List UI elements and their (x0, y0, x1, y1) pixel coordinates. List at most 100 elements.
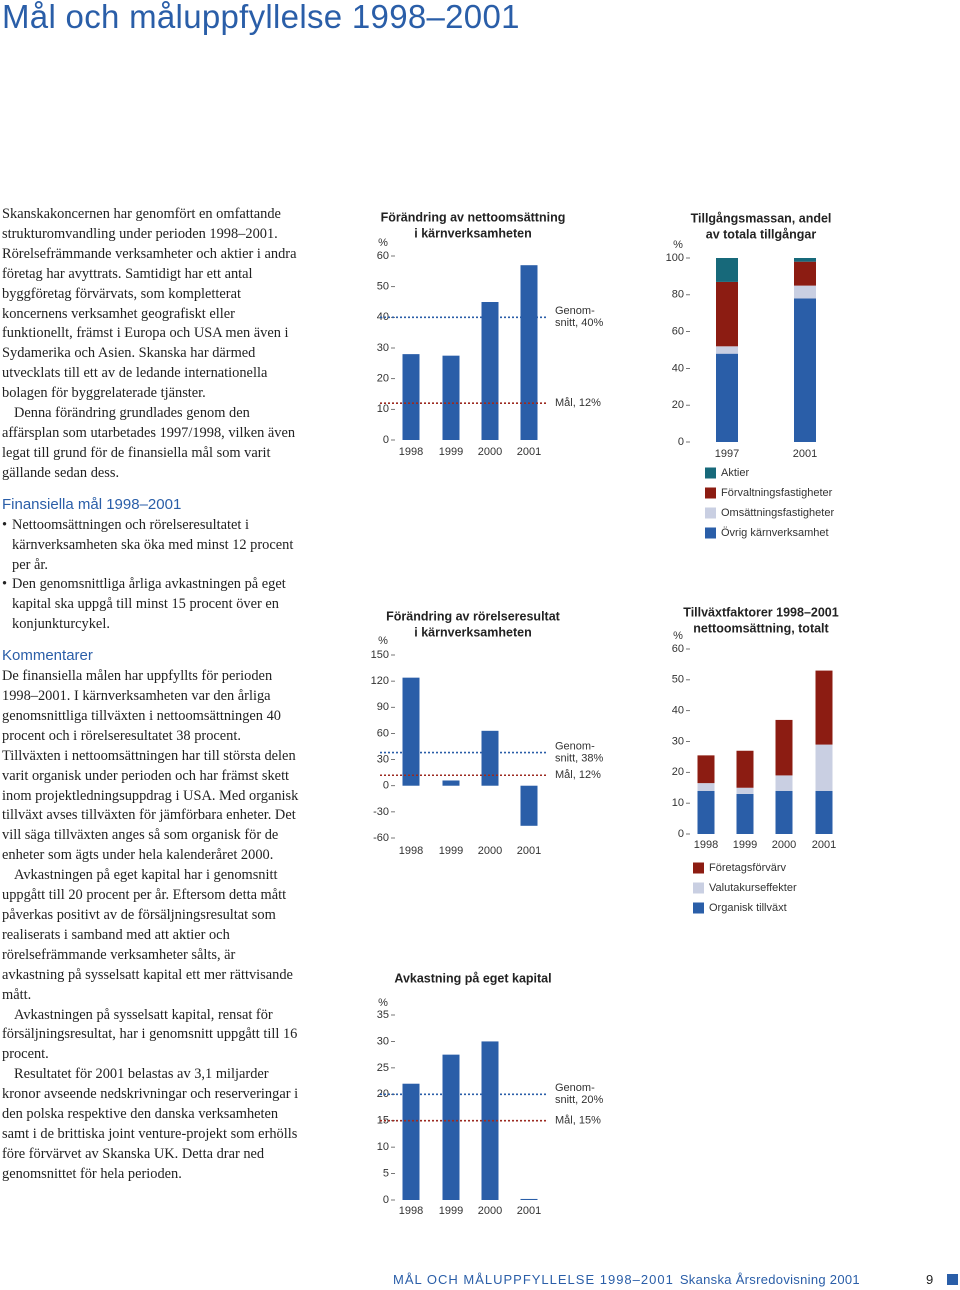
legend-label: Förvaltningsfastigheter (721, 487, 833, 499)
chart-title: Förändring av nettoomsättning (381, 210, 566, 224)
bar (520, 265, 538, 440)
reference-label: snitt, 20% (555, 1094, 604, 1106)
y-unit: % (673, 630, 683, 642)
x-tick-label: 1997 (715, 448, 739, 460)
bar (402, 354, 420, 440)
x-tick-label: 2000 (478, 446, 502, 458)
y-tick-label: 5 (383, 1167, 389, 1179)
y-tick-label: 20 (377, 1088, 389, 1100)
bar-segment (697, 783, 715, 791)
paragraph: Denna förändring grundlades genom den af… (2, 405, 296, 481)
legend-swatch (705, 527, 716, 539)
legend-swatch (705, 487, 716, 499)
chart-title: Förändring av rörelseresultat (386, 609, 561, 623)
x-tick-label: 2001 (812, 839, 836, 851)
legend-swatch (705, 467, 716, 479)
chart-title: i kärnverksamheten (414, 625, 531, 639)
y-unit: % (673, 239, 683, 251)
x-tick-label: 2001 (517, 1205, 541, 1217)
goal-item: Nettoomsättningen och rörelseresultatet … (2, 516, 300, 576)
bar (402, 677, 420, 786)
y-tick-label: 60 (672, 326, 684, 338)
paragraph: Resultatet för 2001 belastas av 3,1 milj… (2, 1066, 299, 1182)
x-tick-label: 1999 (439, 845, 463, 857)
bar-segment (775, 719, 793, 776)
y-tick-label: 150 (371, 649, 389, 661)
legend-label: Aktier (721, 467, 749, 479)
legend-swatch (693, 902, 704, 914)
y-tick-label: 30 (672, 735, 684, 747)
legend-label: Valutakurseffekter (709, 882, 797, 894)
x-tick-label: 2000 (478, 1205, 502, 1217)
y-tick-label: 40 (672, 362, 684, 374)
footer: MÅL OCH MÅLUPPFYLLELSE 1998–2001 Skanska … (393, 1272, 860, 1287)
bar-segment (716, 258, 738, 282)
y-tick-label: 80 (672, 289, 684, 301)
paragraph: De finansiella målen har uppfyllts för p… (2, 668, 299, 864)
legend-swatch (693, 882, 704, 894)
bar (442, 1054, 460, 1200)
bar-segment (775, 790, 793, 834)
bar (442, 780, 460, 786)
goal-list: Nettoomsättningen och rörelseresultatet … (2, 516, 300, 635)
bar (481, 730, 499, 786)
bar (520, 1198, 538, 1200)
y-tick-label: 50 (672, 674, 684, 686)
bar-segment (794, 258, 816, 262)
x-tick-label: 2001 (517, 845, 541, 857)
page-title: Mål och måluppfyllelse 1998–2001 (2, 0, 520, 35)
x-tick-label: 2000 (772, 839, 796, 851)
y-tick-label: 30 (377, 753, 389, 765)
section-heading: Kommentarer (2, 647, 93, 665)
chart-title: Tillväxtfaktorer 1998–2001 (683, 605, 838, 619)
reference-label: Mål, 15% (555, 1115, 601, 1127)
footer-publication: Skanska Årsredovisning 2001 (679, 1272, 860, 1287)
y-tick-label: 30 (377, 342, 389, 354)
reference-label: Genom- (555, 1082, 595, 1094)
footer-square (947, 1274, 958, 1285)
y-tick-label: 0 (678, 436, 684, 448)
bar (520, 785, 538, 826)
bar-segment (815, 744, 833, 791)
y-tick-label: -60 (373, 832, 389, 844)
y-tick-label: 35 (377, 1009, 389, 1021)
x-tick-label: 1998 (399, 446, 423, 458)
y-tick-label: 0 (678, 828, 684, 840)
y-unit: % (378, 997, 388, 1009)
y-tick-label: 120 (371, 675, 389, 687)
x-tick-label: 2001 (517, 446, 541, 458)
x-tick-label: 1998 (694, 839, 718, 851)
chart-title: i kärnverksamheten (414, 226, 531, 240)
y-tick-label: 100 (666, 252, 684, 264)
chart-title: Avkastning på eget kapital (394, 971, 551, 985)
reference-label: Mål, 12% (555, 397, 601, 409)
y-tick-label: 50 (377, 281, 389, 293)
bar-segment (736, 793, 754, 834)
paragraph: Avkastningen på eget kapital har i genom… (2, 867, 293, 1003)
x-tick-label: 1999 (733, 839, 757, 851)
y-tick-label: 20 (672, 399, 684, 411)
bar-segment (815, 670, 833, 745)
y-tick-label: 40 (377, 311, 389, 323)
bar-segment (815, 790, 833, 834)
y-tick-label: -30 (373, 806, 389, 818)
footer-section: MÅL OCH MÅLUPPFYLLELSE 1998–2001 (393, 1272, 674, 1287)
bar-segment (716, 346, 738, 354)
bar-segment (716, 281, 738, 347)
bar (442, 355, 460, 440)
legend-label: Omsättningsfastigheter (721, 507, 834, 519)
bar-segment (736, 750, 754, 788)
x-tick-label: 1999 (439, 446, 463, 458)
y-tick-label: 90 (377, 701, 389, 713)
bar-segment (794, 261, 816, 286)
reference-label: snitt, 40% (555, 317, 604, 329)
bar-segment (736, 787, 754, 794)
y-tick-label: 15 (377, 1115, 389, 1127)
y-tick-label: 20 (377, 373, 389, 385)
goal-item: Den genomsnittliga årliga avkastningen p… (2, 575, 300, 635)
y-tick-label: 10 (377, 403, 389, 415)
x-tick-label: 1998 (399, 1205, 423, 1217)
y-tick-label: 20 (672, 766, 684, 778)
legend-label: Övrig kärnverksamhet (721, 527, 829, 539)
reference-label: snitt, 38% (555, 753, 604, 765)
